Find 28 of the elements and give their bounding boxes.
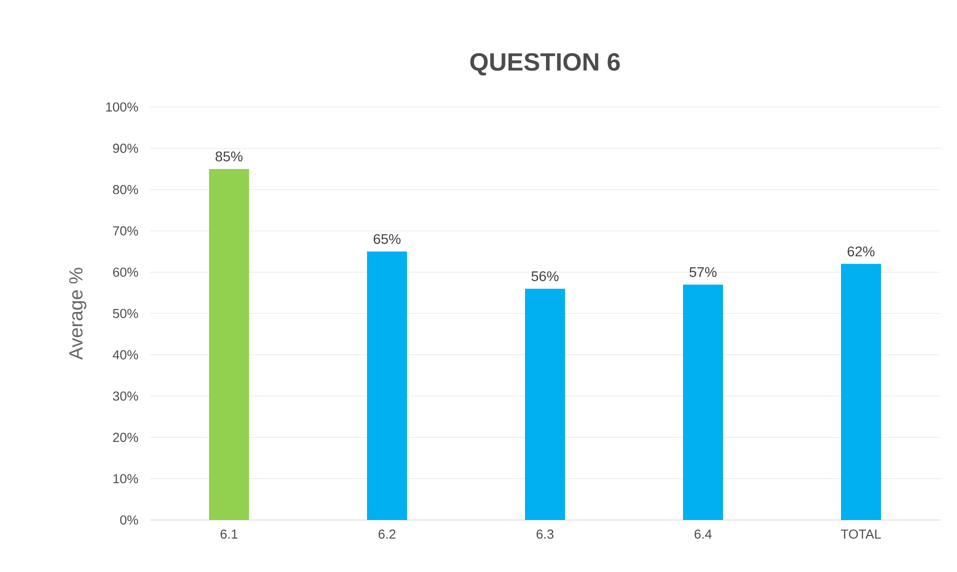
- bar: [841, 264, 881, 520]
- x-tick-label: 6.2: [378, 530, 396, 539]
- bar: [525, 288, 565, 520]
- y-tick-label: 20%: [113, 432, 138, 442]
- bar: [367, 252, 408, 520]
- y-tick-label: 60%: [113, 268, 138, 277]
- y-tick-label: 90%: [113, 144, 138, 153]
- data-label: 57%: [690, 267, 717, 278]
- data-label: 85%: [216, 151, 243, 162]
- y-tick-label: 30%: [112, 391, 138, 401]
- data-label: 62%: [848, 246, 875, 256]
- x-tick-label: 6.3: [536, 530, 554, 539]
- x-tick-label: 6.4: [694, 530, 712, 539]
- x-tick-label: TOTAL: [840, 530, 881, 539]
- y-tick-label: 50%: [112, 308, 138, 318]
- data-label: 65%: [374, 234, 401, 244]
- y-tick-label: 80%: [113, 184, 138, 194]
- y-axis-title: Average %: [69, 268, 86, 360]
- bar: [209, 168, 250, 520]
- y-tick-label: 100%: [106, 102, 138, 112]
- x-tick-label: 6.1: [220, 530, 238, 539]
- data-label: 56%: [532, 271, 559, 282]
- y-tick-label: 40%: [112, 350, 138, 360]
- y-tick-label: 0%: [120, 515, 138, 525]
- y-tick-label: 10%: [113, 474, 138, 484]
- y-tick-label: 70%: [113, 226, 138, 236]
- bar: [683, 284, 724, 520]
- chart-title: QUESTION 6: [470, 53, 620, 76]
